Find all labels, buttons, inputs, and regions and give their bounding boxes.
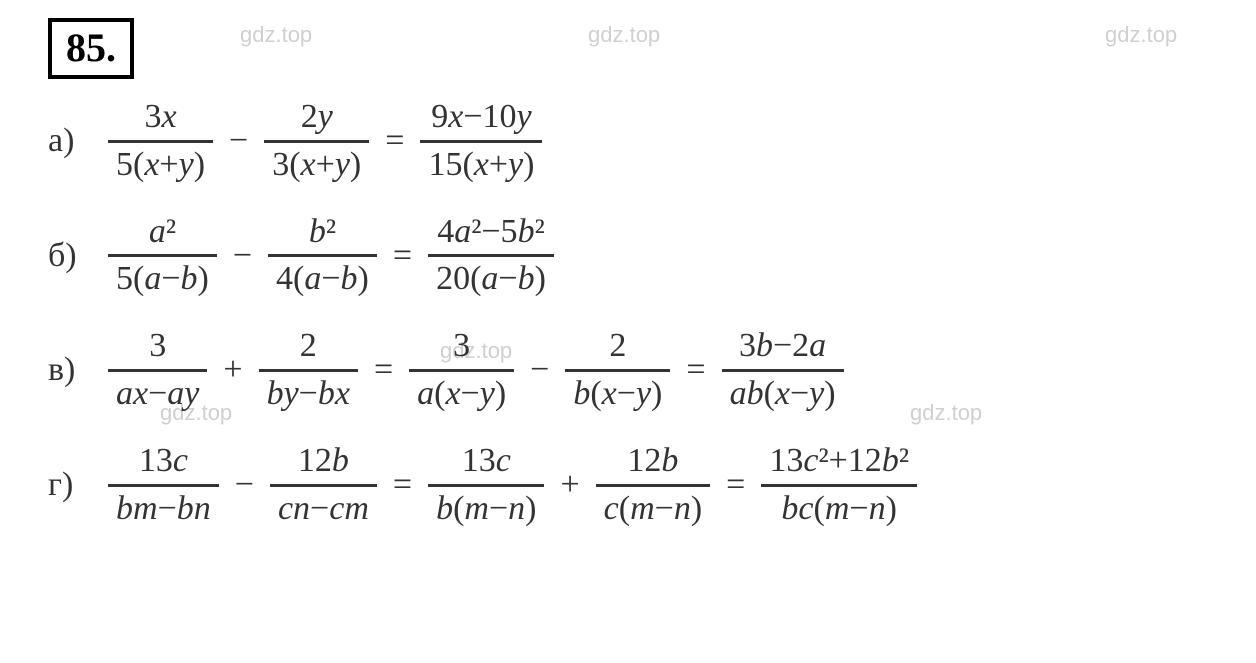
fraction-bar bbox=[108, 140, 213, 143]
numerator: 9x−10y bbox=[423, 97, 539, 138]
fraction-bar bbox=[108, 254, 217, 257]
denominator: b(m−n) bbox=[428, 489, 544, 530]
fraction-bar bbox=[270, 484, 377, 487]
numerator: 12b bbox=[619, 441, 686, 482]
fraction-bar bbox=[268, 254, 377, 257]
numerator: 3b−2a bbox=[731, 326, 834, 367]
equation-row: б) a² 5(a−b)− b² 4(a−b) = 4a²−5b² 20(a−b) bbox=[48, 212, 1226, 301]
denominator: bm−bn bbox=[108, 489, 219, 530]
fraction: 3b−2a ab(x−y) bbox=[722, 326, 844, 415]
fraction: 3x 5(x+y) bbox=[108, 97, 213, 186]
numerator: 2 bbox=[601, 326, 634, 367]
row-label: в) bbox=[48, 351, 104, 389]
fraction-bar bbox=[428, 254, 554, 257]
equals-sign: = bbox=[686, 351, 705, 389]
fraction: 9x−10y 15(x+y) bbox=[420, 97, 542, 186]
row-label: б) bbox=[48, 237, 104, 275]
numerator: 12b bbox=[290, 441, 357, 482]
equation-row: в) 3 ax−ay +2 by−bx = 3 a(x−y)− 2 b(x−y) = 3b−2a ab(… bbox=[48, 326, 1226, 415]
fraction-bar bbox=[596, 484, 711, 487]
numerator: 13c bbox=[454, 441, 519, 482]
fraction: 13c b(m−n) bbox=[428, 441, 544, 530]
fraction-bar bbox=[259, 369, 358, 372]
fraction-bar bbox=[108, 484, 219, 487]
operator: − bbox=[235, 466, 254, 504]
fraction: 13c²+12b² bc(m−n) bbox=[761, 441, 917, 530]
fraction-bar bbox=[409, 369, 514, 372]
equation-row: г)13cbm−bn−12bcn−cm=13cb(m−n)+12bc(m−n)=… bbox=[48, 441, 1226, 530]
equation-rows: а)3x5(x+y)−2y3(x+y)=9x−10y15(x+y)б)a²5(a… bbox=[48, 97, 1226, 529]
fraction: 12b c(m−n) bbox=[596, 441, 711, 530]
operator: − bbox=[233, 237, 252, 275]
fraction-bar bbox=[722, 369, 844, 372]
operator: − bbox=[229, 122, 248, 160]
math-content: 85. а)3x5(x+y)−2y3(x+y)=9x−10y15(x+y)б)a… bbox=[0, 0, 1256, 565]
equation-row: а) 3x 5(x+y)− 2y 3(x+y) = 9x−10y 15(x+y) bbox=[48, 97, 1226, 186]
row-label: г) bbox=[48, 466, 104, 504]
operator: − bbox=[530, 351, 549, 389]
numerator: 13c²+12b² bbox=[761, 441, 917, 482]
equals-sign: = bbox=[385, 122, 404, 160]
denominator: 20(a−b) bbox=[428, 259, 554, 300]
fraction-bar bbox=[420, 140, 542, 143]
fraction-bar bbox=[108, 369, 207, 372]
denominator: 4(a−b) bbox=[268, 259, 377, 300]
equals-sign: = bbox=[393, 237, 412, 275]
row-label: а) bbox=[48, 122, 104, 160]
denominator: a(x−y) bbox=[409, 374, 514, 415]
fraction: 2 by−bx bbox=[259, 326, 358, 415]
problem-number: 85. bbox=[48, 18, 134, 79]
denominator: by−bx bbox=[259, 374, 358, 415]
denominator: bc(m−n) bbox=[773, 489, 905, 530]
denominator: ax−ay bbox=[108, 374, 207, 415]
numerator: a² bbox=[141, 212, 184, 253]
numerator: 2 bbox=[292, 326, 325, 367]
denominator: cn−cm bbox=[270, 489, 377, 530]
fraction: 3 ax−ay bbox=[108, 326, 207, 415]
fraction: 4a²−5b² 20(a−b) bbox=[428, 212, 554, 301]
fraction: 13c bm−bn bbox=[108, 441, 219, 530]
numerator: 3x bbox=[136, 97, 184, 138]
numerator: 3 bbox=[445, 326, 478, 367]
numerator: 3 bbox=[141, 326, 174, 367]
denominator: b(x−y) bbox=[565, 374, 670, 415]
fraction: a² 5(a−b) bbox=[108, 212, 217, 301]
numerator: 13c bbox=[131, 441, 196, 482]
fraction: 2 b(x−y) bbox=[565, 326, 670, 415]
numerator: b² bbox=[301, 212, 344, 253]
denominator: 5(a−b) bbox=[108, 259, 217, 300]
operator: + bbox=[223, 351, 242, 389]
denominator: c(m−n) bbox=[596, 489, 711, 530]
operator: + bbox=[560, 466, 579, 504]
equals-sign: = bbox=[726, 466, 745, 504]
denominator: 5(x+y) bbox=[108, 145, 213, 186]
equals-sign: = bbox=[393, 466, 412, 504]
fraction: 2y 3(x+y) bbox=[264, 97, 369, 186]
fraction-bar bbox=[428, 484, 544, 487]
fraction-bar bbox=[761, 484, 917, 487]
equals-sign: = bbox=[374, 351, 393, 389]
denominator: ab(x−y) bbox=[722, 374, 844, 415]
fraction-bar bbox=[264, 140, 369, 143]
denominator: 3(x+y) bbox=[264, 145, 369, 186]
fraction: 12b cn−cm bbox=[270, 441, 377, 530]
fraction-bar bbox=[565, 369, 670, 372]
numerator: 4a²−5b² bbox=[429, 212, 553, 253]
numerator: 2y bbox=[293, 97, 341, 138]
fraction: b² 4(a−b) bbox=[268, 212, 377, 301]
denominator: 15(x+y) bbox=[420, 145, 542, 186]
fraction: 3 a(x−y) bbox=[409, 326, 514, 415]
